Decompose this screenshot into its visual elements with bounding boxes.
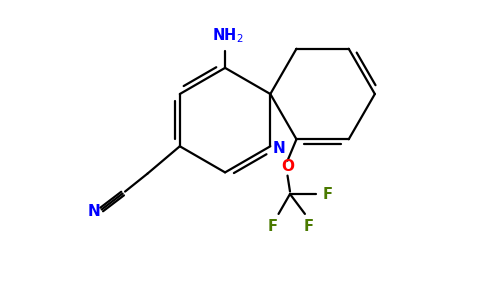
Text: F: F — [268, 219, 278, 234]
Text: N: N — [88, 205, 101, 220]
Text: F: F — [304, 219, 314, 234]
Text: NH$_2$: NH$_2$ — [212, 26, 243, 45]
Text: O: O — [281, 159, 294, 174]
Text: F: F — [322, 187, 333, 202]
Text: N: N — [273, 141, 286, 156]
